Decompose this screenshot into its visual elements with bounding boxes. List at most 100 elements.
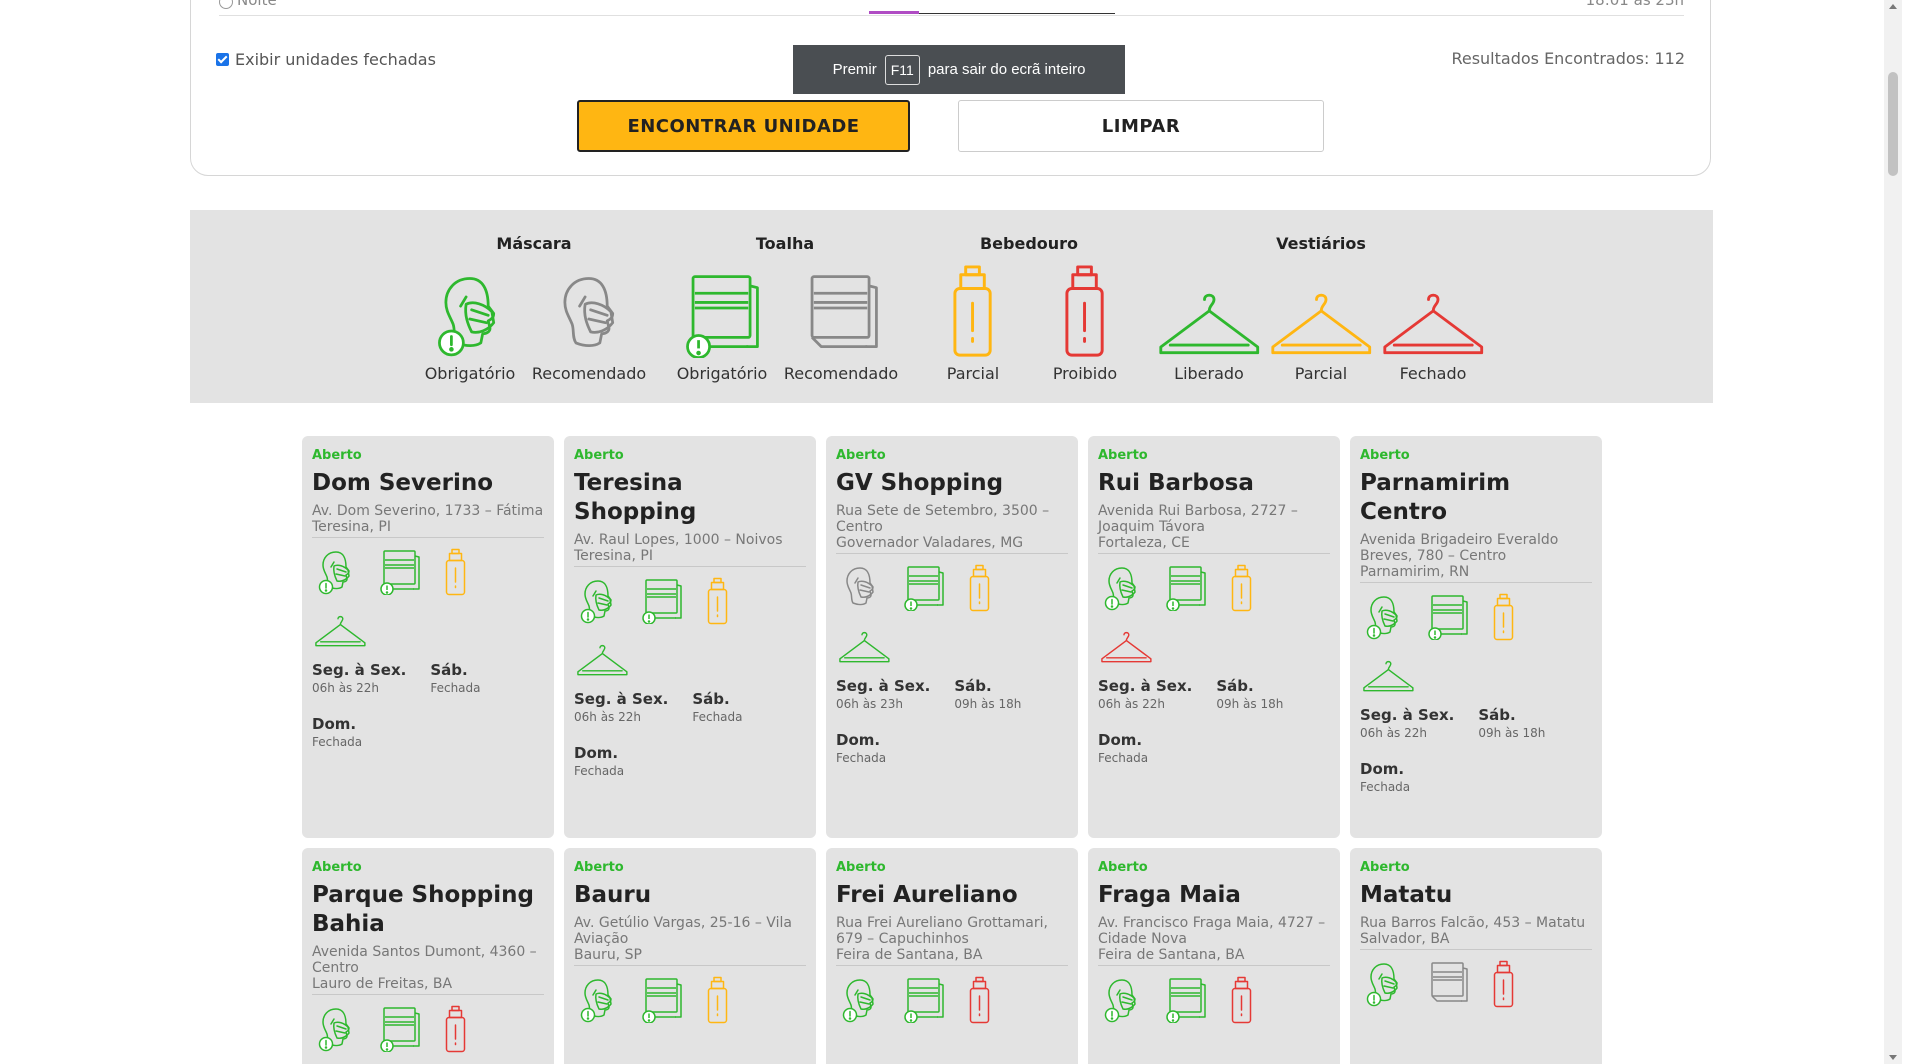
towel-icon [781, 262, 901, 358]
unit-name[interactable]: Matatu [1360, 882, 1453, 908]
unit-card[interactable]: Aberto Parque Shopping Bahia Avenida San… [302, 848, 554, 1064]
unit-rules-icons [1098, 976, 1330, 1028]
find-unit-button[interactable]: ENCONTRAR UNIDADE [577, 100, 910, 152]
unit-name[interactable]: Parnamirim Centro [1360, 470, 1511, 525]
legend-item-label: Parcial [946, 364, 1000, 383]
unit-card[interactable]: Aberto Fraga Maia Av. Francisco Fraga Ma… [1088, 848, 1340, 1064]
hours-sunday: Dom. Fechada [1098, 731, 1330, 765]
legend-item: Parcial [1261, 262, 1381, 383]
legend-item-label: Parcial [1294, 364, 1348, 383]
legend-item: Proibido [1025, 262, 1145, 383]
unit-card[interactable]: Aberto GV Shopping Rua Sete de Setembro,… [826, 436, 1078, 838]
unit-name[interactable]: Dom Severino [312, 470, 494, 496]
unit-address: Av. Francisco Fraga Maia, 4727 – Cidade … [1098, 915, 1330, 963]
unit-name[interactable]: Rui Barbosa [1098, 470, 1254, 496]
mask-icon [1364, 961, 1404, 1011]
opening-hours: Seg. à Sex. 06h às 22h Sáb. 09h às 18h [1098, 677, 1330, 711]
unit-name[interactable]: Fraga Maia [1098, 882, 1241, 908]
hanger-icon [1360, 659, 1592, 698]
hours-day: Dom. [574, 743, 619, 762]
hours-weekdays: Seg. à Sex. 06h às 22h [574, 690, 668, 724]
status-badge: Aberto [312, 860, 362, 875]
scrollbar[interactable] [1884, 0, 1902, 1064]
unit-card[interactable]: Aberto Frei Aureliano Rua Frei Aureliano… [826, 848, 1078, 1064]
opening-hours: Seg. à Sex. 06h às 22h Sáb. Fechada [312, 661, 544, 695]
address-line: Av. Francisco Fraga Maia, 4727 – [1098, 915, 1326, 931]
unit-name[interactable]: Teresina Shopping [574, 470, 697, 525]
hours-time: Fechada [1098, 750, 1149, 765]
status-badge: Aberto [574, 448, 624, 463]
show-closed-label: Exibir unidades fechadas [235, 50, 436, 69]
hours-sunday: Dom. Fechada [836, 731, 1068, 765]
status-badge: Aberto [1360, 860, 1410, 875]
scroll-up-arrow-icon[interactable] [1889, 4, 1897, 9]
unit-name[interactable]: Bauru [574, 882, 652, 908]
clear-button[interactable]: LIMPAR [958, 100, 1324, 152]
unit-address: Rua Barros Falcão, 453 – Matatu Salvador… [1360, 915, 1592, 947]
hanger-icon [836, 630, 1068, 669]
unit-name[interactable]: Parque Shopping Bahia [312, 882, 534, 937]
mask-icon [578, 977, 618, 1027]
night-period-row[interactable]: Noite 18:01 às 23h [219, 0, 1684, 16]
show-closed-checkbox[interactable]: Exibir unidades fechadas [216, 50, 436, 69]
hours-day: Seg. à Sex. [1098, 676, 1193, 695]
unit-address: Av. Raul Lopes, 1000 – Noivos Teresina, … [574, 532, 806, 564]
bottle-icon [1025, 262, 1145, 358]
card-divider [574, 566, 806, 567]
towel-icon [902, 565, 946, 615]
scroll-down-arrow-icon[interactable] [1889, 1055, 1897, 1060]
mask-icon [840, 565, 880, 615]
address-line: Av. Raul Lopes, 1000 – Noivos [574, 532, 783, 548]
address-line: Teresina, PI [574, 548, 653, 564]
hours-day: Seg. à Sex. [1360, 705, 1455, 724]
address-line: Feira de Santana, BA [1098, 947, 1245, 963]
address-line: Joaquim Távora [1098, 519, 1206, 535]
unit-rules-icons [574, 976, 806, 1028]
unit-card[interactable]: Aberto Rui Barbosa Avenida Rui Barbosa, … [1088, 436, 1340, 838]
legend-item-label: Recomendado [783, 364, 899, 383]
status-badge: Aberto [1360, 448, 1410, 463]
night-slider-fill [869, 11, 919, 14]
address-line: Parnamirim, RN [1360, 564, 1470, 580]
legend-item-label: Obrigatório [676, 364, 768, 383]
mask-icon [578, 578, 618, 628]
bottle-icon [1230, 564, 1253, 616]
unit-rules-icons [1360, 960, 1592, 1012]
hours-day: Dom. [836, 730, 881, 749]
unit-name[interactable]: Frei Aureliano [836, 882, 1018, 908]
card-divider [574, 965, 806, 966]
unit-rules-icons [574, 577, 806, 629]
checkbox-checked-icon[interactable] [216, 53, 229, 66]
unit-address: Rua Frei Aureliano Grottamari, 679 – Cap… [836, 915, 1068, 963]
address-line: Centro [312, 960, 359, 976]
hanger-icon [1261, 262, 1381, 358]
hanger-icon [574, 643, 806, 682]
night-radio[interactable] [219, 0, 233, 9]
unit-card[interactable]: Aberto Dom Severino Av. Dom Severino, 17… [302, 436, 554, 838]
card-divider [1360, 582, 1592, 583]
address-line: Fortaleza, CE [1098, 535, 1190, 551]
address-line: Rua Frei Aureliano Grottamari, [836, 915, 1048, 931]
scrollbar-thumb[interactable] [1888, 72, 1898, 176]
hours-time: 06h às 22h [312, 680, 379, 695]
toast-key: F11 [884, 54, 920, 85]
hours-time: 09h às 18h [1216, 696, 1284, 711]
unit-card[interactable]: Aberto Teresina Shopping Av. Raul Lopes,… [564, 436, 816, 838]
address-line: Bauru, SP [574, 947, 642, 963]
address-line: Avenida Brigadeiro Everaldo [1360, 532, 1559, 548]
unit-rules-icons [1098, 564, 1330, 616]
night-label: Noite [237, 0, 277, 9]
status-badge: Aberto [836, 448, 886, 463]
status-badge: Aberto [312, 448, 362, 463]
results-count: Resultados Encontrados: 112 [1451, 49, 1685, 68]
hours-day: Seg. à Sex. [312, 660, 407, 679]
unit-card[interactable]: Aberto Bauru Av. Getúlio Vargas, 25-16 –… [564, 848, 816, 1064]
bottle-icon [706, 976, 729, 1028]
towel-icon [662, 262, 782, 358]
address-line: Breves, 780 – Centro [1360, 548, 1507, 564]
status-badge: Aberto [1098, 448, 1148, 463]
unit-name[interactable]: GV Shopping [836, 470, 1004, 496]
unit-card[interactable]: Aberto Matatu Rua Barros Falcão, 453 – M… [1350, 848, 1602, 1064]
address-line: Rua Barros Falcão, 453 – Matatu [1360, 915, 1586, 931]
unit-card[interactable]: Aberto Parnamirim Centro Avenida Brigade… [1350, 436, 1602, 838]
